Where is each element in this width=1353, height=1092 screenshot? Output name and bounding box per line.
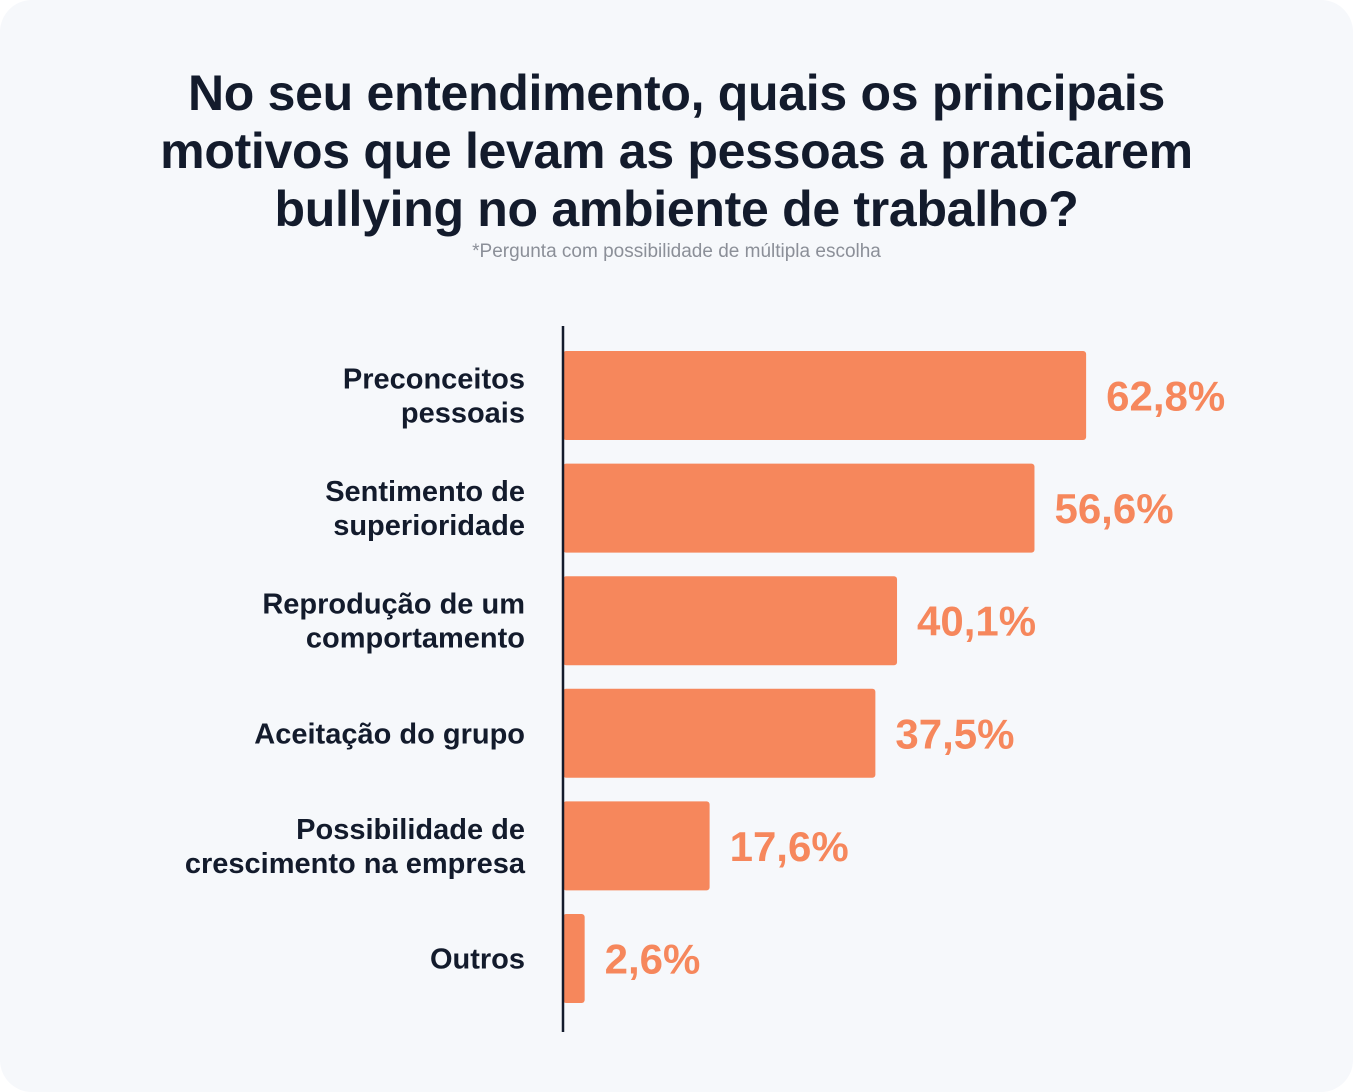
bar-3 (563, 576, 898, 666)
category-label-3-line-1: Reprodução de um (262, 589, 525, 621)
category-label-6-line-1: Outros (430, 944, 525, 976)
value-label-5: 17,6% (730, 823, 849, 870)
category-label-1-line-2: pessoais (401, 398, 525, 430)
category-label-2-line-2: superioridade (333, 510, 525, 542)
category-label-6: Outros (430, 944, 525, 976)
value-label-1: 62,8% (1106, 373, 1225, 420)
category-label-5-line-1: Possibilidade de (296, 814, 525, 846)
value-label-6: 2,6% (605, 936, 701, 983)
chart-title-line-2: motivos que levam as pessoas a praticare… (160, 123, 1193, 179)
bar-5 (563, 801, 710, 891)
category-label-3: Reprodução de um comportamento (262, 589, 525, 655)
category-label-2: Sentimento de superioridade (325, 476, 525, 542)
bar-2 (563, 463, 1035, 553)
value-label-4: 37,5% (895, 710, 1014, 757)
chart-title-line-3: bullying no ambiente de trabalho? (274, 181, 1079, 237)
chart-subtitle: *Pergunta com possibilidade de múltipla … (472, 241, 881, 262)
category-label-1-line-1: Preconceitos (343, 364, 525, 396)
value-label-3: 40,1% (917, 598, 1036, 645)
bar-4 (563, 688, 876, 778)
category-label-2-line-1: Sentimento de (325, 476, 525, 508)
bar-6 (563, 914, 585, 1003)
bar-1 (563, 351, 1087, 440)
category-label-3-line-2: comportamento (306, 623, 525, 655)
chart-title-line-1: No seu entendimento, quais os principais (187, 65, 1166, 121)
category-label-5: Possibilidade de crescimento na empresa (185, 814, 526, 880)
chart-title: No seu entendimento, quais os principais… (60, 64, 1293, 238)
category-label-1: Preconceitos pessoais (343, 364, 525, 430)
category-label-4-line-1: Aceitação do grupo (254, 718, 525, 750)
category-label-4: Aceitação do grupo (254, 718, 525, 750)
value-label-2: 56,6% (1054, 485, 1173, 532)
category-label-5-line-2: crescimento na empresa (185, 848, 526, 880)
